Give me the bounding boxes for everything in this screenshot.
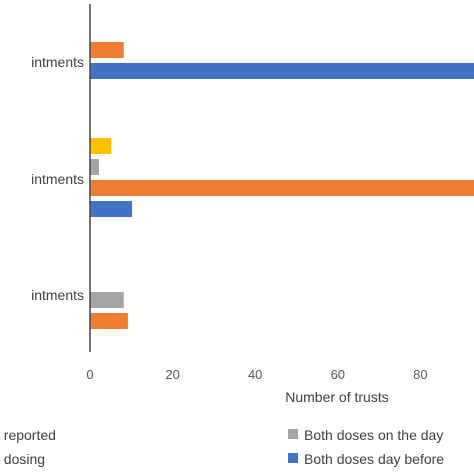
bar-series-1-cat-0 — [90, 42, 124, 58]
legend-swatch — [288, 453, 298, 463]
x-tick-label: 40 — [248, 367, 262, 382]
bars — [90, 42, 474, 329]
category-labels: intments intments intments — [31, 54, 84, 303]
legend: t reported t dosing Both doses on the day B… — [0, 427, 444, 467]
x-axis-title: Number of trusts — [285, 389, 388, 405]
bar-series-2-cat-2 — [90, 292, 124, 308]
x-tick-label: 0 — [86, 367, 93, 382]
bar-series-1-cat-2 — [90, 313, 128, 329]
legend-label: Both doses day before — [304, 451, 444, 467]
legend-label: t reported — [0, 427, 56, 443]
bar-series-0-cat-0 — [90, 63, 474, 79]
category-label: intments — [31, 54, 84, 70]
bar-series-2-cat-1 — [90, 159, 99, 175]
x-tick-label: 60 — [331, 367, 345, 382]
bar-series-1-cat-1 — [90, 180, 474, 196]
x-tick-label: 80 — [413, 367, 427, 382]
x-tick-labels: 0 20 40 60 80 — [86, 367, 427, 382]
legend-swatch — [288, 429, 298, 439]
legend-label: t dosing — [0, 451, 45, 467]
category-label: intments — [31, 287, 84, 303]
legend-label: Both doses on the day — [304, 427, 443, 443]
bar-series-0-cat-1 — [90, 201, 132, 217]
bar-series-3-cat-1 — [90, 138, 112, 154]
category-label: intments — [31, 171, 84, 187]
x-tick-label: 20 — [165, 367, 179, 382]
